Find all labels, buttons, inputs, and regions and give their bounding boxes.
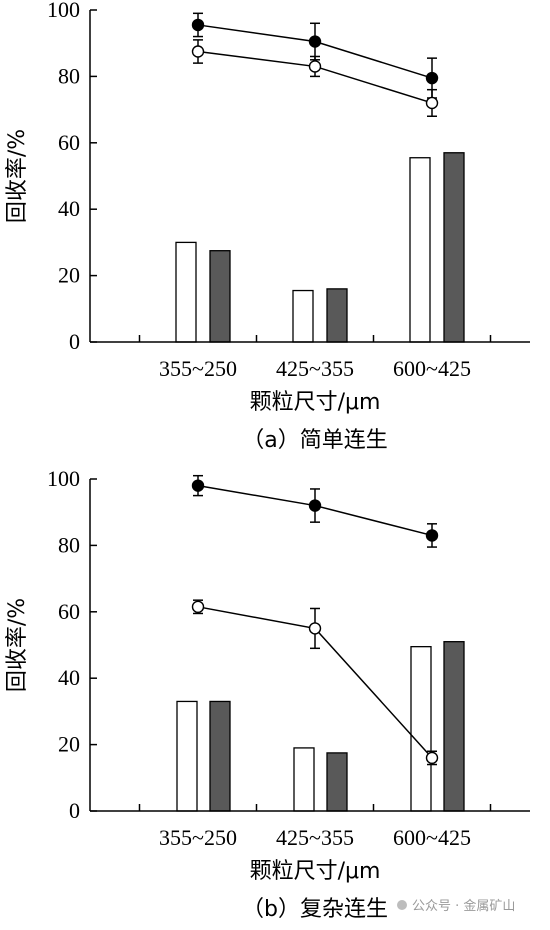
wechat-icon [397,900,407,910]
x-tick-label: 425~355 [276,825,354,850]
data-point-filled [308,499,322,512]
chart-panel-b: 0 20 40 60 80 100 355~250 425~355 600~425 回收率/% 颗粒… [5,466,530,922]
data-point-filled [425,529,439,542]
data-point-filled [191,18,205,32]
bar-filled-0 [209,250,231,343]
bar-open-1 [292,289,314,343]
y-tick-label: 20 [58,732,80,757]
y-tick-label: 100 [47,466,80,491]
bar-filled-2 [443,641,465,812]
x-axis-title: 颗粒尺寸/μm [250,859,381,884]
data-point-filled [425,71,439,85]
x-tick-label: 425~355 [276,356,354,381]
bar-filled-1 [326,288,348,343]
panel-caption: （b）复杂连生 [242,897,388,922]
y-tick-label: 0 [69,798,80,823]
chart-panel-a: 0 20 40 60 80 100 355~250 425~355 600~425 回收率/% 颗粒… [5,0,530,453]
x-axis-title: 颗粒尺寸/μm [250,390,381,415]
bar-filled-1 [326,752,348,812]
y-tick-label: 80 [58,532,80,557]
watermark: 公众号 · 金属矿山 [397,898,515,914]
bar-filled-2 [443,152,465,343]
panel-caption: （a）简单连生 [242,428,387,453]
x-tick-label: 600~425 [393,825,471,850]
x-tick-label: 355~250 [159,825,237,850]
data-point-open [425,96,439,110]
y-axis-title: 回收率/% [5,129,30,223]
bar-open-2 [410,646,432,812]
bar-open-2 [409,157,431,343]
bar-open-1 [293,747,315,812]
y-tick-label: 60 [58,599,80,624]
y-tick-label: 100 [47,0,80,22]
data-point-open [425,751,439,765]
y-tick-label: 0 [69,329,80,354]
x-tick-label: 600~425 [393,356,471,381]
y-tick-label: 40 [58,196,80,221]
watermark-text: 公众号 · 金属矿山 [412,898,515,914]
y-tick-label: 60 [58,130,80,155]
y-tick-label: 40 [58,665,80,690]
data-point-open [308,622,322,635]
data-point-open [308,60,322,73]
x-tick-label: 355~250 [159,356,237,381]
data-point-filled [191,479,205,492]
data-point-filled [308,35,322,48]
data-point-open [191,600,205,614]
y-tick-label: 20 [58,263,80,288]
data-point-open [191,45,205,58]
bar-filled-0 [209,700,231,812]
bar-open-0 [175,241,197,343]
y-axis-title: 回收率/% [5,598,30,692]
y-tick-label: 80 [58,63,80,88]
bar-open-0 [176,700,198,812]
